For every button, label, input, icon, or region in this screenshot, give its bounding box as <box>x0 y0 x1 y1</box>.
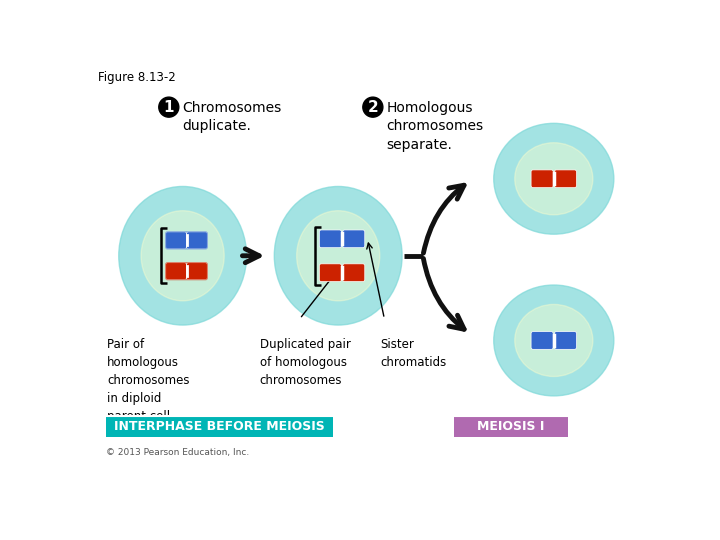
Text: Chromosomes
duplicate.: Chromosomes duplicate. <box>183 101 282 133</box>
Text: INTERPHASE BEFORE MEIOSIS: INTERPHASE BEFORE MEIOSIS <box>114 420 325 433</box>
Circle shape <box>363 97 383 117</box>
FancyBboxPatch shape <box>343 264 365 281</box>
FancyBboxPatch shape <box>186 232 207 249</box>
Ellipse shape <box>274 186 402 325</box>
Ellipse shape <box>494 285 614 396</box>
Text: © 2013 Pearson Education, Inc.: © 2013 Pearson Education, Inc. <box>106 448 249 457</box>
Text: 1: 1 <box>163 100 174 114</box>
FancyBboxPatch shape <box>554 170 577 187</box>
FancyBboxPatch shape <box>166 262 186 280</box>
Ellipse shape <box>515 143 593 215</box>
FancyBboxPatch shape <box>531 170 553 187</box>
Text: Homologous
chromosomes
separate.: Homologous chromosomes separate. <box>387 101 484 152</box>
FancyBboxPatch shape <box>166 232 186 249</box>
Text: Figure 8.13-2: Figure 8.13-2 <box>98 71 176 84</box>
FancyBboxPatch shape <box>531 332 553 349</box>
Ellipse shape <box>297 211 379 301</box>
FancyBboxPatch shape <box>454 416 567 437</box>
FancyBboxPatch shape <box>106 416 333 437</box>
FancyBboxPatch shape <box>320 264 341 281</box>
Text: Duplicated pair
of homologous
chromosomes: Duplicated pair of homologous chromosome… <box>260 338 351 387</box>
Text: 2: 2 <box>367 100 378 114</box>
Text: Sister
chromatids: Sister chromatids <box>381 338 447 369</box>
Text: Pair of
homologous
chromosomes
in diploid
parent cell: Pair of homologous chromosomes in diploi… <box>107 338 189 423</box>
Ellipse shape <box>494 123 614 234</box>
Ellipse shape <box>515 305 593 376</box>
FancyBboxPatch shape <box>343 230 365 248</box>
FancyBboxPatch shape <box>186 262 207 280</box>
FancyBboxPatch shape <box>320 230 341 248</box>
Ellipse shape <box>119 186 246 325</box>
FancyBboxPatch shape <box>554 332 577 349</box>
Circle shape <box>159 97 179 117</box>
Text: MEIOSIS I: MEIOSIS I <box>477 420 544 433</box>
Ellipse shape <box>141 211 224 301</box>
